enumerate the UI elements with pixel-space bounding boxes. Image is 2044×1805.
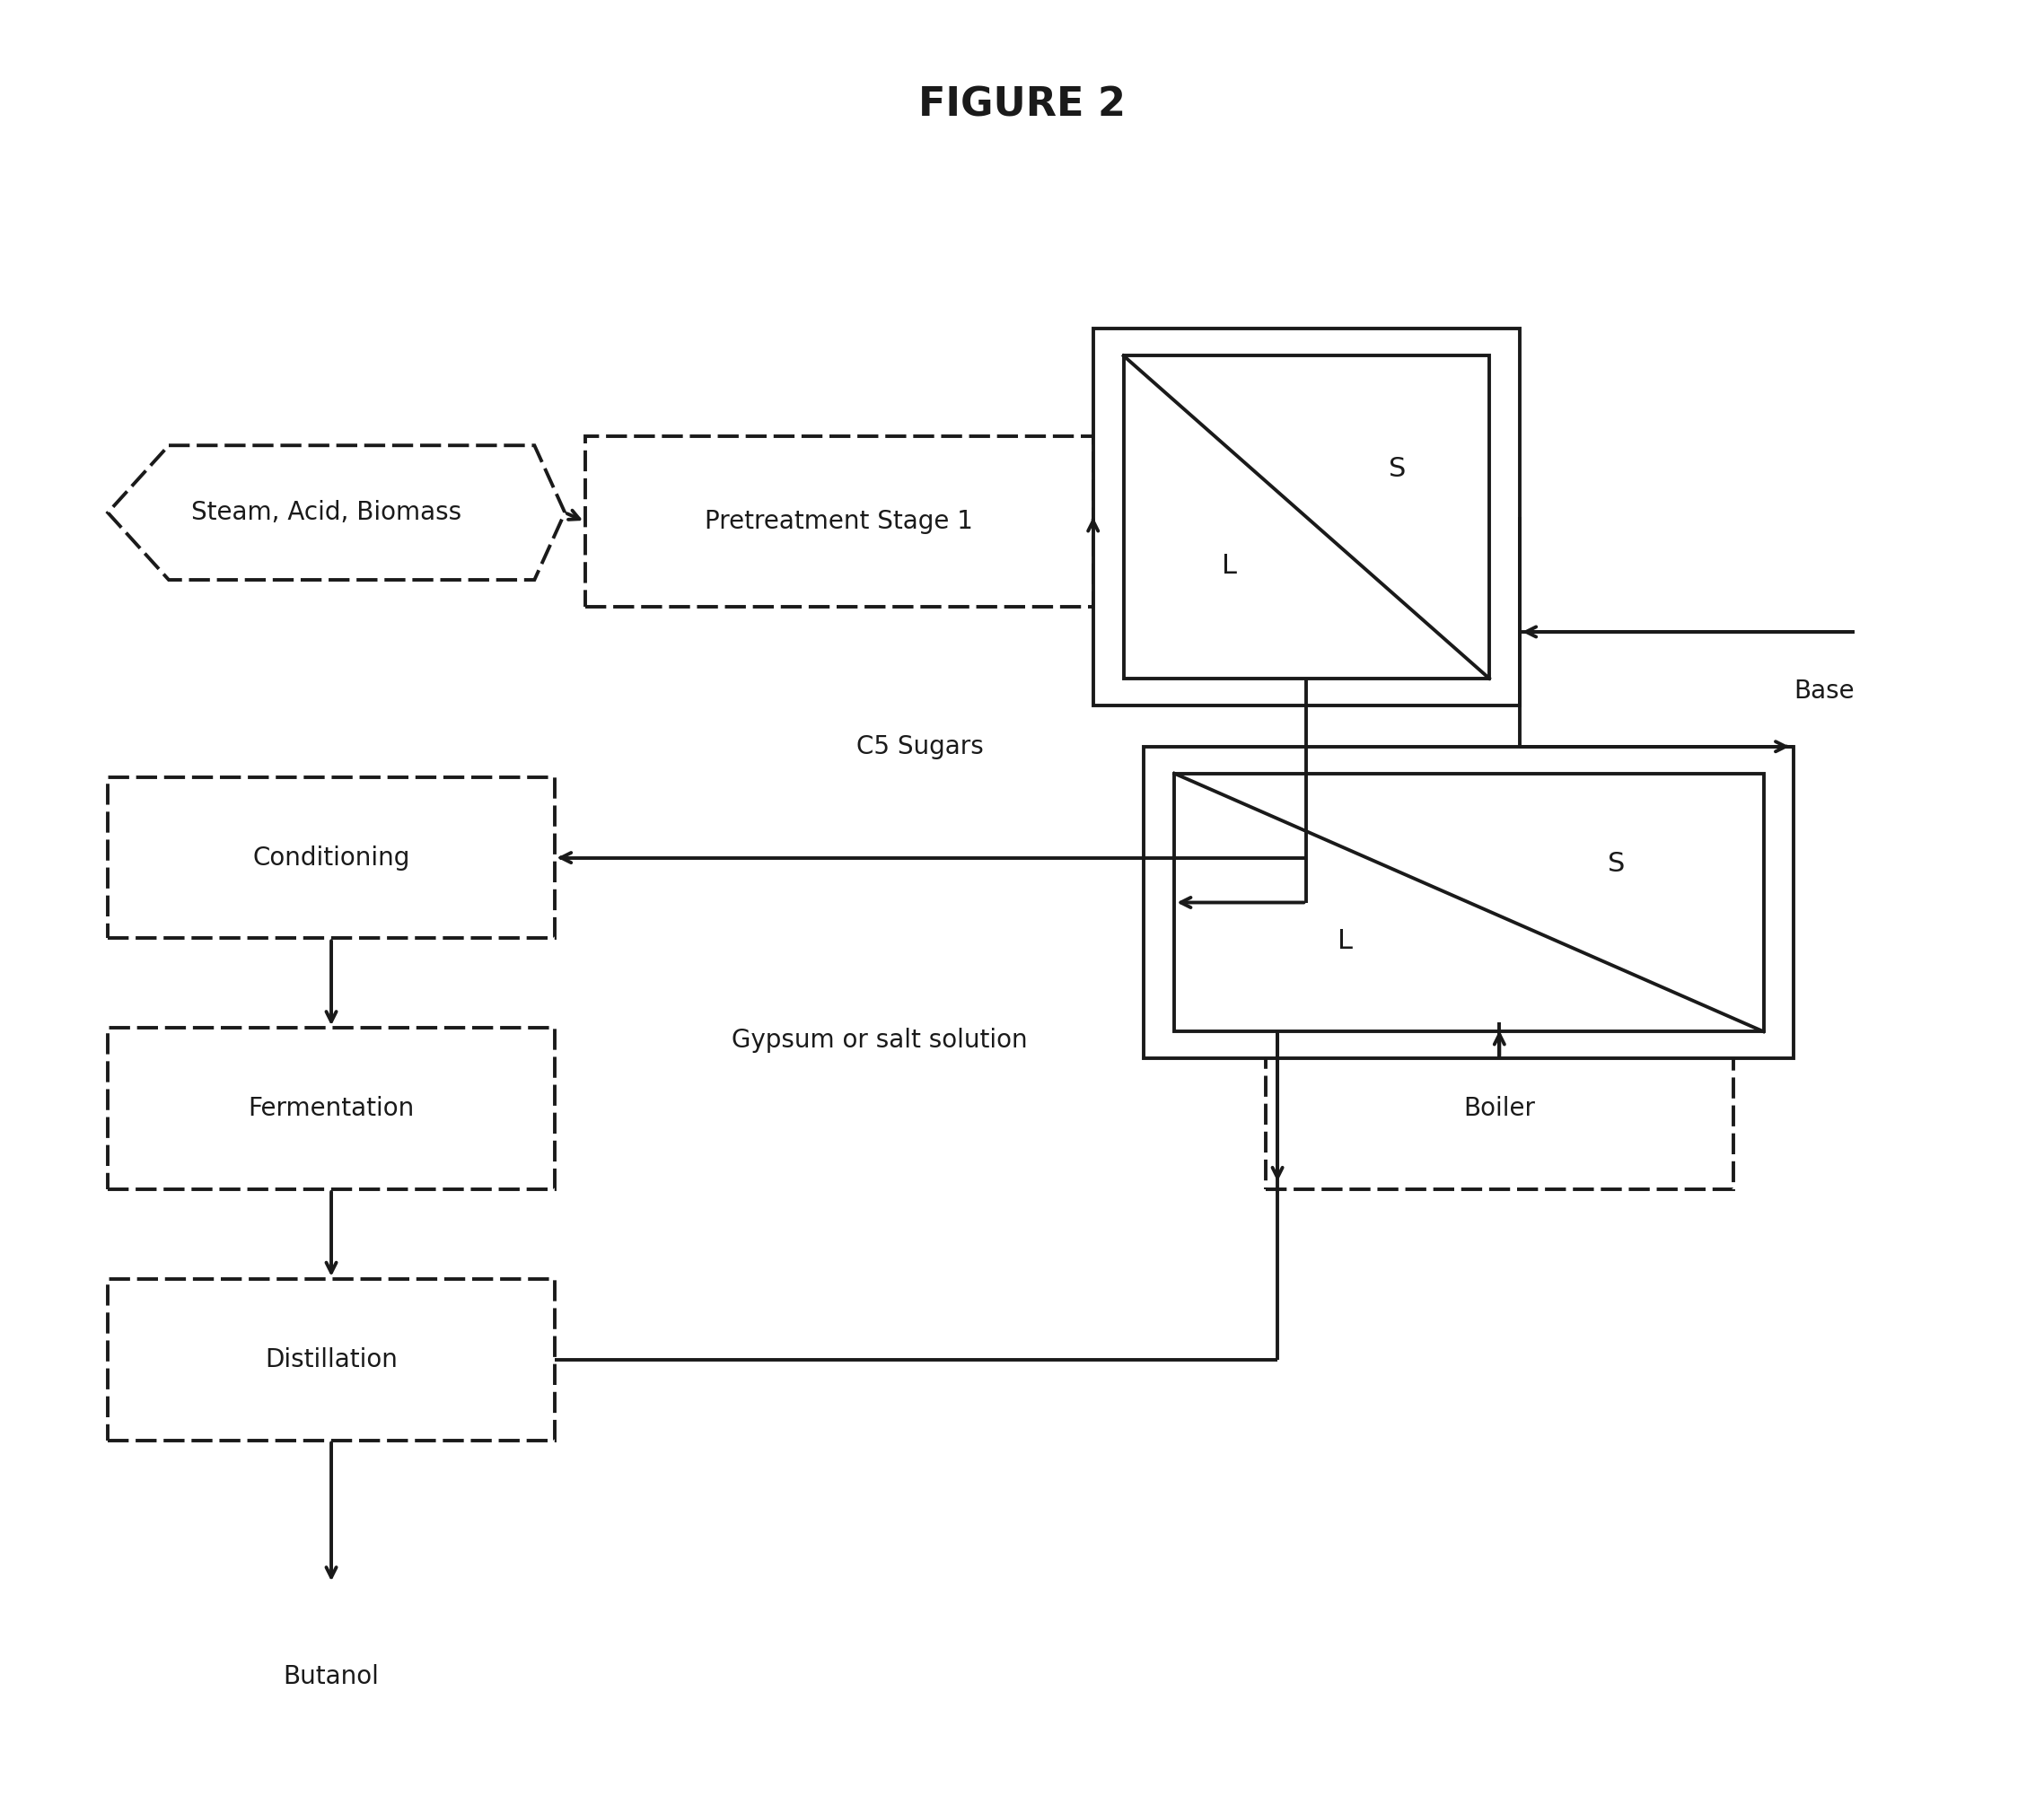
Bar xyxy=(1175,773,1764,1032)
Text: Fermentation: Fermentation xyxy=(247,1096,415,1121)
Text: Distillation: Distillation xyxy=(266,1347,399,1372)
Text: Butanol: Butanol xyxy=(284,1664,380,1689)
Bar xyxy=(108,776,554,939)
Text: S: S xyxy=(1390,455,1406,482)
Bar xyxy=(1145,747,1795,1058)
Bar xyxy=(1094,329,1521,706)
Bar xyxy=(108,1280,554,1440)
Text: L: L xyxy=(1222,552,1237,579)
Text: L: L xyxy=(1337,928,1353,955)
Bar xyxy=(1124,356,1490,679)
Text: FIGURE 2: FIGURE 2 xyxy=(918,85,1126,125)
Text: C5 Sugars: C5 Sugars xyxy=(856,735,983,760)
Polygon shape xyxy=(108,446,564,579)
Text: Boiler: Boiler xyxy=(1464,1096,1535,1121)
Text: Conditioning: Conditioning xyxy=(253,845,411,870)
Bar xyxy=(1265,1029,1733,1189)
Text: Pretreatment Stage 1: Pretreatment Stage 1 xyxy=(705,509,973,534)
Text: Gypsum or salt solution: Gypsum or salt solution xyxy=(732,1029,1028,1052)
Bar xyxy=(585,437,1094,606)
Text: Base: Base xyxy=(1795,679,1854,704)
Text: S: S xyxy=(1607,850,1625,877)
Bar xyxy=(108,1029,554,1189)
Text: Steam, Acid, Biomass: Steam, Acid, Biomass xyxy=(190,500,462,525)
